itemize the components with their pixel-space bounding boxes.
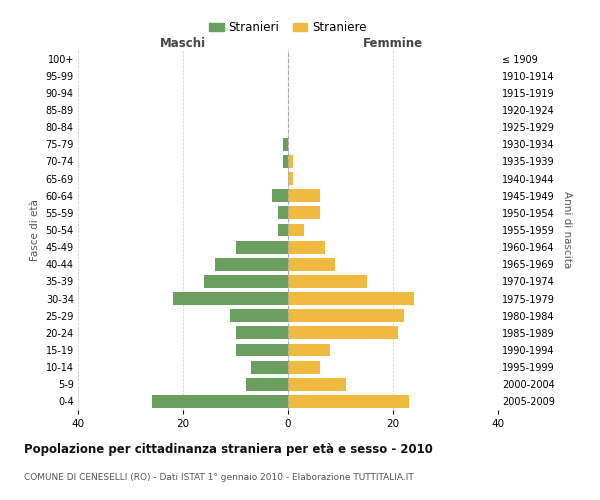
Bar [288,190,320,202]
Bar [272,190,288,202]
Bar [277,224,288,236]
Bar [288,224,304,236]
Text: Popolazione per cittadinanza straniera per età e sesso - 2010: Popolazione per cittadinanza straniera p… [24,442,433,456]
Bar [288,395,409,408]
Bar [246,378,288,390]
Text: Femmine: Femmine [363,37,423,50]
Bar [230,310,288,322]
Bar [151,395,288,408]
Bar [235,344,288,356]
Text: COMUNE DI CENESELLI (RO) - Dati ISTAT 1° gennaio 2010 - Elaborazione TUTTITALIA.: COMUNE DI CENESELLI (RO) - Dati ISTAT 1°… [24,472,414,482]
Bar [288,240,325,254]
Y-axis label: Fasce di età: Fasce di età [30,199,40,261]
Bar [288,292,414,305]
Bar [277,206,288,220]
Bar [251,360,288,374]
Bar [288,360,320,374]
Bar [235,326,288,340]
Bar [288,344,330,356]
Bar [283,155,288,168]
Bar [235,240,288,254]
Bar [288,172,293,185]
Bar [288,275,367,288]
Bar [288,378,346,390]
Bar [288,206,320,220]
Bar [215,258,288,270]
Bar [288,326,398,340]
Text: Maschi: Maschi [160,37,206,50]
Legend: Stranieri, Straniere: Stranieri, Straniere [205,16,371,38]
Bar [288,258,335,270]
Bar [288,310,404,322]
Bar [283,138,288,150]
Bar [288,155,293,168]
Bar [173,292,288,305]
Y-axis label: Anni di nascita: Anni di nascita [562,192,572,268]
Bar [204,275,288,288]
